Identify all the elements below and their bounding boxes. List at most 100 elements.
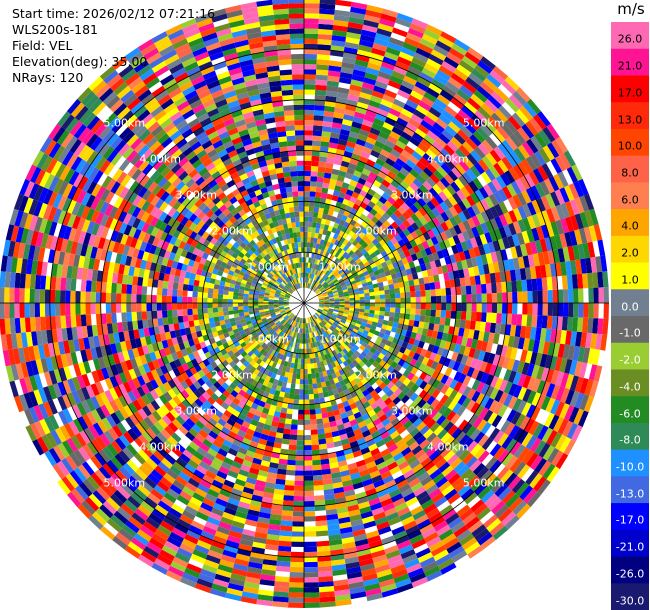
gate-cell xyxy=(355,543,370,552)
gate-cell xyxy=(116,507,132,521)
gate-cell xyxy=(253,398,261,406)
gate-cell xyxy=(45,316,52,331)
gate-cell xyxy=(168,345,176,354)
gate-cell xyxy=(414,236,422,246)
gate-cell xyxy=(406,372,415,381)
gate-cell xyxy=(350,591,367,600)
gate-cell xyxy=(161,355,170,365)
gate-cell xyxy=(0,334,8,351)
gate-cell xyxy=(152,359,160,370)
gate-cell xyxy=(70,488,85,504)
gate-cell xyxy=(334,414,342,421)
gate-cell xyxy=(375,113,387,122)
gate-cell xyxy=(223,352,230,360)
gate-cell xyxy=(336,143,347,151)
gate-cell xyxy=(405,297,411,303)
gate-cell xyxy=(353,291,360,295)
gate-cell xyxy=(463,346,471,357)
gate-cell xyxy=(425,111,439,122)
gate-cell xyxy=(194,343,202,351)
gate-cell xyxy=(19,303,25,318)
gate-cell xyxy=(536,394,546,409)
gate-cell xyxy=(163,372,172,382)
gate-cell xyxy=(218,521,232,531)
gate-cell xyxy=(394,287,401,294)
gate-cell xyxy=(345,358,352,365)
gate-cell xyxy=(326,264,331,271)
gate-cell xyxy=(156,287,163,296)
gate-cell xyxy=(489,364,498,376)
gate-cell xyxy=(195,420,205,430)
gate-cell xyxy=(334,251,340,258)
gate-cell xyxy=(332,270,338,276)
gate-cell xyxy=(137,504,152,517)
gate-cell xyxy=(507,196,518,210)
gate-cell xyxy=(345,241,352,248)
gate-cell xyxy=(329,137,339,144)
gate-cell xyxy=(288,372,293,379)
gate-cell xyxy=(387,443,399,453)
gate-cell xyxy=(331,344,337,350)
gate-cell xyxy=(273,378,279,386)
gate-cell xyxy=(469,428,481,441)
gate-cell xyxy=(390,298,396,303)
gate-cell xyxy=(345,319,352,324)
gate-cell xyxy=(466,337,474,348)
gate-cell xyxy=(351,174,360,183)
gate-cell xyxy=(269,366,276,373)
gate-cell xyxy=(330,549,344,556)
gate-cell xyxy=(462,386,472,397)
gate-cell xyxy=(315,525,328,532)
gate-cell xyxy=(405,330,412,338)
gate-cell xyxy=(222,298,228,303)
gate-cell xyxy=(280,343,286,350)
gate-cell xyxy=(304,450,312,456)
gate-cell xyxy=(415,265,422,273)
gate-cell xyxy=(128,516,143,530)
gate-cell xyxy=(202,391,211,401)
gate-cell xyxy=(313,274,317,280)
gate-cell xyxy=(283,327,288,333)
gate-cell xyxy=(481,155,494,169)
gate-cell xyxy=(367,200,376,209)
gate-cell xyxy=(333,307,340,311)
gate-cell xyxy=(517,205,527,220)
gate-cell xyxy=(329,394,336,402)
gate-cell xyxy=(416,327,424,335)
gate-cell xyxy=(194,544,210,555)
gate-cell xyxy=(332,435,341,443)
gate-cell xyxy=(35,316,42,332)
gate-cell xyxy=(403,520,418,531)
gate-cell xyxy=(436,295,442,303)
gate-cell xyxy=(270,312,276,316)
gate-cell xyxy=(444,376,454,387)
gate-cell xyxy=(372,418,382,427)
gate-cell xyxy=(402,324,409,331)
gate-cell xyxy=(182,315,189,323)
gate-cell xyxy=(360,447,371,455)
gate-cell xyxy=(261,327,267,333)
gate-cell xyxy=(287,377,293,384)
gate-cell xyxy=(399,287,406,293)
gate-cell xyxy=(525,120,539,136)
gate-cell xyxy=(395,307,401,314)
gate-cell xyxy=(432,411,443,422)
gate-cell xyxy=(342,325,348,331)
gate-cell xyxy=(322,473,332,480)
gate-cell xyxy=(330,383,337,390)
gate-cell xyxy=(359,39,374,48)
gate-cell xyxy=(383,377,391,386)
gate-cell xyxy=(308,378,313,385)
gate-cell xyxy=(232,303,238,307)
gate-cell xyxy=(340,160,350,168)
gate-cell xyxy=(136,294,142,303)
gate-cell xyxy=(513,130,527,145)
gate-cell xyxy=(95,406,106,420)
gate-cell xyxy=(438,65,454,77)
gate-cell xyxy=(338,278,344,283)
gate-cell xyxy=(264,482,276,489)
gate-cell xyxy=(219,319,226,326)
gate-cell xyxy=(511,233,520,247)
gate-cell xyxy=(63,340,71,354)
gate-cell xyxy=(556,316,563,331)
